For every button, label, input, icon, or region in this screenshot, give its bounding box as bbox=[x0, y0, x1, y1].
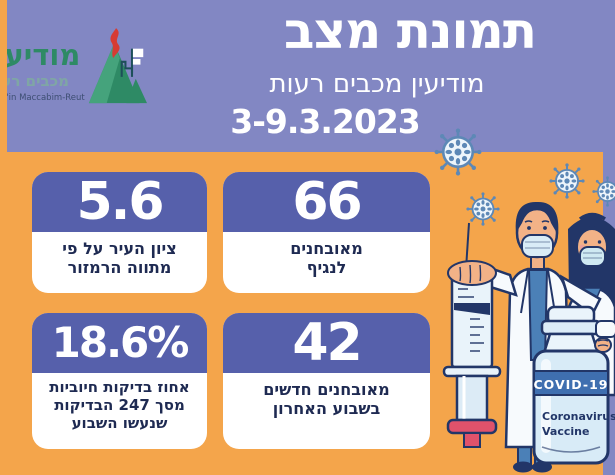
logo-city-name-he: מודיעין bbox=[0, 38, 81, 72]
stat-value: 66 bbox=[292, 172, 362, 232]
logo-city-sub-he: מכבים רעות bbox=[0, 72, 69, 91]
bottle-band-label: COVID-19 bbox=[534, 377, 609, 392]
stat-value-band: 66 bbox=[223, 172, 430, 232]
stat-card-city-score: 5.6 ציון העיר על פי מתווה הרמזור bbox=[32, 172, 207, 293]
stat-value-band: 5.6 bbox=[32, 172, 207, 232]
logo-text: מודיעין מכבים רעות Modi'in Maccabim-Reut bbox=[0, 28, 85, 104]
stat-value: 42 bbox=[292, 313, 362, 373]
stat-value: 5.6 bbox=[76, 172, 164, 232]
stat-label: אחוז בדיקות חיוביות מסך 247 הבדיקות שנעש… bbox=[49, 378, 190, 432]
municipality-logo: מודיעין מכבים רעות Modi'in Maccabim-Reut bbox=[0, 28, 147, 105]
page-title: תמונת מצב bbox=[283, 2, 537, 60]
stat-value-band: 42 bbox=[223, 313, 430, 373]
vaccine-bottle: COVID-19 Coronavirus Vaccine bbox=[532, 305, 615, 465]
stat-label: מאובחנים חדשים בשבוע האחרון bbox=[263, 380, 390, 419]
page-subtitle: מודיעין מכבים רעות bbox=[269, 69, 485, 99]
left-border-strip bbox=[0, 0, 7, 475]
stat-value: 18.6% bbox=[51, 318, 190, 367]
date-range: 3-9.3.2023 bbox=[230, 102, 421, 141]
stat-card-active-cases: 66 מאובחנים לנגיף bbox=[223, 172, 430, 293]
stat-card-positive-rate: 18.6% אחוז בדיקות חיוביות מסך 247 הבדיקו… bbox=[32, 313, 207, 449]
mountain-flame-logo-icon bbox=[88, 28, 147, 104]
doctors-vaccine-illustration: COVID-19 Coronavirus Vaccine bbox=[442, 201, 615, 473]
stat-label: מאובחנים לנגיף bbox=[290, 239, 363, 278]
stat-label: ציון העיר על פי מתווה הרמזור bbox=[62, 239, 177, 278]
bottle-label-line1: Coronavirus bbox=[542, 410, 615, 423]
stat-value-band: 18.6% bbox=[32, 313, 207, 373]
bottle-label-line2: Vaccine bbox=[542, 425, 589, 438]
logo-city-name-en: Modi'in Maccabim-Reut bbox=[0, 93, 85, 104]
stat-card-new-cases: 42 מאובחנים חדשים בשבוע האחרון bbox=[223, 313, 430, 449]
syringe-icon bbox=[442, 222, 502, 448]
virus-icon bbox=[549, 163, 585, 199]
